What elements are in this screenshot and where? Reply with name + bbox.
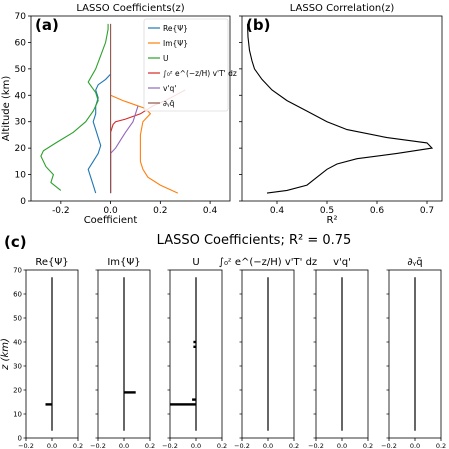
- x-tick-label-a: 0.2: [153, 206, 167, 216]
- x-tick-label-c: −0.2: [90, 442, 106, 449]
- x-tick-label-b: 0.5: [320, 206, 334, 216]
- y-tick-label-a: 20: [15, 144, 27, 154]
- legend-label-a-0: Re{Ψ}: [163, 24, 188, 33]
- subplot-title-1: Im{Ψ}: [107, 257, 140, 268]
- y-tick-label-a: 60: [15, 38, 27, 48]
- coef-bar-2-1: [192, 398, 196, 401]
- x-tick-label-c: −0.2: [381, 442, 397, 449]
- coef-bar-2-2: [193, 345, 196, 348]
- coef-bar-0-0: [45, 403, 52, 406]
- x-tick-label-c: 0.2: [363, 442, 373, 449]
- plot-frame-b: [241, 15, 443, 202]
- x-tick-label-b: 0.7: [420, 206, 434, 216]
- legend-box-a: [143, 18, 229, 112]
- y-axis-label-a: Altitude (km): [1, 76, 12, 142]
- panel-label-b: (b): [246, 16, 270, 34]
- y-tick-label-c: 20: [13, 387, 22, 395]
- legend-label-a-1: Im{Ψ}: [163, 39, 188, 48]
- y-tick-label-a: 10: [15, 171, 27, 181]
- title-a: LASSO Coefficients(z): [76, 3, 184, 14]
- x-tick-label-c: 0.0: [191, 442, 201, 449]
- legend-label-a-2: U: [163, 54, 169, 63]
- x-tick-label-a: 0.4: [203, 206, 218, 216]
- coef-bar-1-0: [124, 391, 136, 394]
- coef-bar-2-0: [170, 403, 196, 406]
- x-tick-label-c: 0.2: [145, 442, 155, 449]
- title-b: LASSO Correlation(z): [290, 3, 395, 14]
- y-tick-label-c: 40: [13, 339, 22, 347]
- legend-label-a-4: v'q': [163, 84, 176, 93]
- x-tick-label-b: 0.4: [270, 206, 285, 216]
- x-tick-label-c: 0.2: [436, 442, 446, 449]
- x-axis-label-a: Coefficient: [84, 215, 138, 226]
- x-tick-label-c: 0.0: [337, 442, 347, 449]
- x-tick-label-a: 0.0: [103, 206, 118, 216]
- x-tick-label-b: 0.6: [370, 206, 385, 216]
- y-tick-label-c: 60: [13, 291, 22, 299]
- x-tick-label-c: 0.0: [119, 442, 129, 449]
- series-line-a-1: [110, 94, 179, 194]
- x-tick-label-c: −0.2: [162, 442, 178, 449]
- subplot-title-5: ∂ᵧq̄: [407, 257, 422, 268]
- coef-bar-2-3: [193, 340, 196, 344]
- series-line-a-0: [87, 73, 112, 194]
- y-tick-label-a: 30: [15, 118, 27, 128]
- subplot-title-3: ∫₀ᶻ e^(−z/H) v'T' dz: [219, 257, 317, 268]
- x-tick-label-c: 0.0: [263, 442, 273, 449]
- y-tick-label-c: 30: [13, 363, 22, 371]
- panel-label-a: (a): [35, 16, 59, 34]
- x-tick-label-a: -0.2: [52, 206, 70, 216]
- panel-label-c: (c): [4, 233, 27, 251]
- series-line-a-2: [40, 23, 109, 191]
- y-tick-label-a: 50: [15, 65, 27, 75]
- legend-label-a-3: ∫₀ᶻ e^(−z/H) v'T' dz: [163, 69, 237, 78]
- x-tick-label-c: 0.2: [73, 442, 83, 449]
- series-line-b-0: [246, 23, 434, 194]
- plot-frame-a: [30, 15, 231, 202]
- y-tick-label-a: 0: [20, 197, 26, 207]
- subplot-title-2: U: [192, 257, 199, 268]
- y-tick-label-c: 0: [18, 435, 22, 443]
- y-tick-label-c: 70: [13, 267, 22, 275]
- subplot-title-0: Re{Ψ}: [35, 257, 68, 268]
- x-tick-label-c: −0.2: [308, 442, 324, 449]
- y-tick-label-a: 70: [15, 12, 27, 22]
- x-tick-label-c: −0.2: [234, 442, 250, 449]
- y-axis-label-c: z (km): [0, 338, 11, 371]
- x-tick-label-c: −0.2: [18, 442, 34, 449]
- y-tick-label-c: 50: [13, 315, 22, 323]
- legend-label-a-5: ∂ᵧq̄: [163, 99, 175, 108]
- y-tick-label-c: 10: [13, 411, 22, 419]
- title-c: LASSO Coefficients; R² = 0.75: [157, 233, 352, 248]
- subplot-title-4: v'q': [333, 257, 351, 268]
- x-tick-label-c: 0.2: [217, 442, 227, 449]
- y-tick-label-a: 40: [15, 91, 27, 101]
- x-tick-label-c: 0.0: [410, 442, 420, 449]
- x-tick-label-c: 0.2: [289, 442, 299, 449]
- x-axis-label-b: R²: [327, 215, 338, 226]
- x-tick-label-c: 0.0: [47, 442, 57, 449]
